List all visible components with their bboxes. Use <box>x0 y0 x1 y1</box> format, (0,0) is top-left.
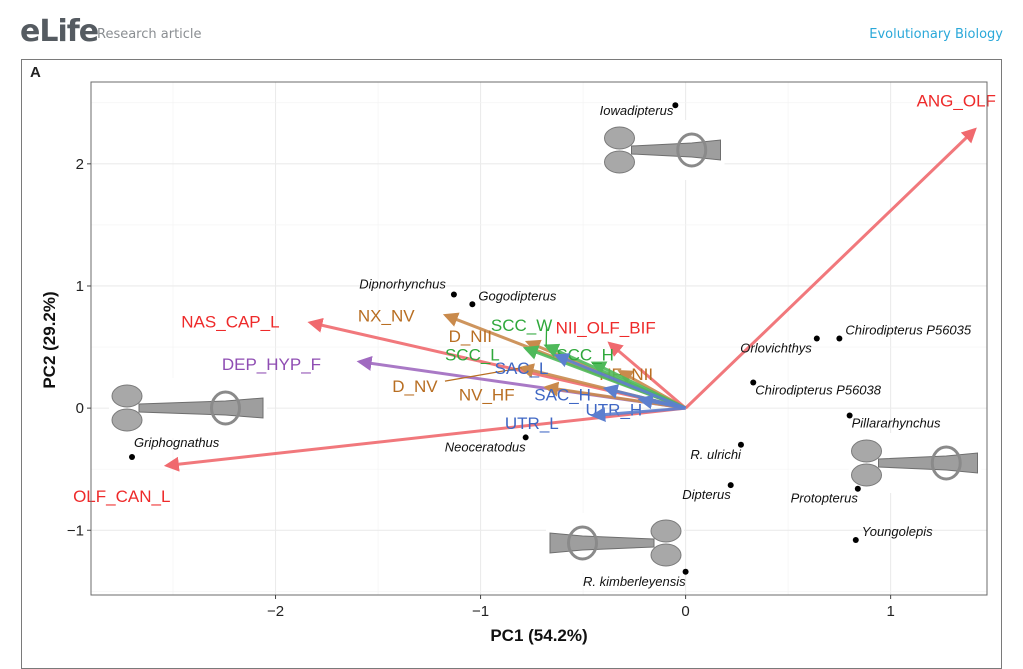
point-label: Gogodipterus <box>478 288 557 303</box>
vector-label: DEP_HYP_F <box>222 355 321 374</box>
point-label: Chirodipterus P56035 <box>845 323 972 338</box>
x-tick-label: 1 <box>886 603 894 620</box>
x-tick-label: −2 <box>267 603 284 620</box>
data-point <box>469 301 475 307</box>
olfactory-bulb <box>651 544 681 566</box>
griphognathus-endocast <box>109 378 267 438</box>
vector-label: D_NV <box>392 377 438 396</box>
vector-label: D_NII <box>449 327 492 346</box>
y-tick-label: 0 <box>76 400 84 417</box>
data-point <box>451 292 457 298</box>
grid <box>91 82 987 595</box>
x-axis-title: PC1 (54.2%) <box>490 626 587 645</box>
point-label: R. kimberleyensis <box>583 574 686 589</box>
vector-label: SCC_W <box>491 316 552 335</box>
point-label: Iowadipterus <box>600 103 674 118</box>
vector-label: NV_HF <box>459 386 515 405</box>
data-point <box>814 336 820 342</box>
olfactory-bulb <box>605 127 635 149</box>
vector-label: NX_NV <box>358 306 415 325</box>
data-point <box>836 336 842 342</box>
vector-label: SAC_L <box>495 359 549 378</box>
y-tick-label: −1 <box>67 522 84 539</box>
vector-label: SCC_H <box>556 345 614 364</box>
vector-label: NAS_CAP_L <box>181 312 279 331</box>
olfactory-bulb <box>112 385 142 407</box>
olfactory-bulb <box>112 409 142 431</box>
point-label: Chirodipterus P56038 <box>755 382 882 397</box>
x-tick-label: −1 <box>472 603 489 620</box>
point-label: Youngolepis <box>862 524 933 539</box>
olfactory-bulb <box>651 520 681 542</box>
y-axis-title: PC2 (29.2%) <box>40 291 59 388</box>
r-kimberleyensis-endocast <box>546 513 684 573</box>
x-tick-label: 0 <box>681 603 689 620</box>
vector-label: NII_OLF_BIF <box>556 319 656 338</box>
point-label: Dipterus <box>682 487 731 502</box>
olfactory-bulb <box>605 151 635 173</box>
iowadipterus-endocast <box>602 120 725 180</box>
point-label: R. ulrichi <box>690 447 742 462</box>
data-point <box>853 537 859 543</box>
olfactory-bulb <box>852 464 882 486</box>
vector-label: SCC_L <box>445 345 500 364</box>
point-label: Protopterus <box>791 491 859 506</box>
olfactory-bulb <box>852 440 882 462</box>
vector-label: UTR_L <box>505 414 559 433</box>
data-point <box>129 454 135 460</box>
vector-label: ANG_OLF <box>917 91 996 110</box>
point-label: Neoceratodus <box>445 439 526 454</box>
plot-background <box>91 82 987 595</box>
vector-label: SAC_H <box>534 386 591 405</box>
point-label: Pillararhynchus <box>852 415 941 430</box>
point-label: Orlovichthys <box>740 341 812 356</box>
protopterus-endocast <box>849 433 982 493</box>
point-label: Dipnorhynchus <box>359 277 446 292</box>
vector-label: OLF_CAN_L <box>73 487 170 506</box>
point-label: Griphognathus <box>134 435 220 450</box>
y-tick-label: 2 <box>76 156 84 173</box>
y-tick-label: 1 <box>76 278 84 295</box>
